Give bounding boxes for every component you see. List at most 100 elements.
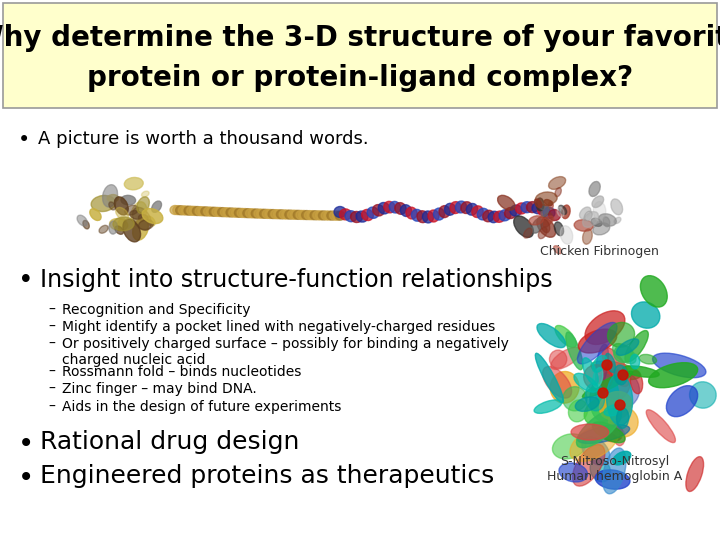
Ellipse shape bbox=[554, 222, 564, 235]
Ellipse shape bbox=[630, 371, 643, 394]
Ellipse shape bbox=[593, 355, 607, 372]
Ellipse shape bbox=[539, 227, 547, 239]
FancyBboxPatch shape bbox=[3, 3, 717, 108]
Ellipse shape bbox=[237, 208, 247, 218]
Ellipse shape bbox=[477, 208, 489, 220]
Ellipse shape bbox=[585, 383, 605, 411]
Text: Or positively charged surface – possibly for binding a negatively
charged nuclei: Or positively charged surface – possibly… bbox=[62, 337, 509, 367]
Ellipse shape bbox=[599, 370, 630, 402]
Ellipse shape bbox=[608, 407, 638, 437]
Ellipse shape bbox=[510, 205, 522, 216]
Text: •: • bbox=[18, 130, 30, 150]
Ellipse shape bbox=[287, 210, 297, 219]
Ellipse shape bbox=[686, 457, 703, 491]
Ellipse shape bbox=[318, 211, 328, 220]
Ellipse shape bbox=[142, 191, 149, 197]
Ellipse shape bbox=[538, 205, 549, 216]
Ellipse shape bbox=[542, 213, 552, 227]
Ellipse shape bbox=[537, 323, 566, 348]
Text: –: – bbox=[48, 337, 55, 351]
Ellipse shape bbox=[243, 208, 253, 218]
Ellipse shape bbox=[176, 206, 186, 215]
Ellipse shape bbox=[544, 200, 552, 206]
Ellipse shape bbox=[99, 225, 108, 233]
Text: Chicken Fibrinogen: Chicken Fibrinogen bbox=[540, 245, 659, 258]
Ellipse shape bbox=[598, 420, 623, 442]
Ellipse shape bbox=[305, 211, 315, 220]
Text: Engineered proteins as therapeutics: Engineered proteins as therapeutics bbox=[40, 464, 494, 488]
Ellipse shape bbox=[290, 210, 300, 219]
Ellipse shape bbox=[603, 217, 610, 227]
Ellipse shape bbox=[330, 211, 340, 220]
Ellipse shape bbox=[254, 209, 264, 218]
Ellipse shape bbox=[433, 208, 444, 220]
Ellipse shape bbox=[602, 360, 612, 370]
Ellipse shape bbox=[535, 353, 563, 403]
Ellipse shape bbox=[598, 214, 616, 226]
Ellipse shape bbox=[623, 366, 660, 377]
Ellipse shape bbox=[593, 368, 603, 387]
Ellipse shape bbox=[630, 354, 639, 369]
Ellipse shape bbox=[327, 211, 337, 220]
Ellipse shape bbox=[505, 207, 516, 219]
Ellipse shape bbox=[543, 367, 572, 398]
Ellipse shape bbox=[324, 211, 334, 220]
Ellipse shape bbox=[77, 215, 87, 226]
Ellipse shape bbox=[361, 210, 374, 220]
Ellipse shape bbox=[532, 202, 544, 214]
Ellipse shape bbox=[574, 220, 593, 231]
Ellipse shape bbox=[109, 221, 117, 234]
Text: –: – bbox=[48, 303, 55, 317]
Ellipse shape bbox=[514, 216, 534, 238]
Ellipse shape bbox=[616, 339, 639, 355]
Ellipse shape bbox=[138, 214, 148, 221]
Ellipse shape bbox=[586, 213, 591, 220]
Ellipse shape bbox=[220, 208, 230, 217]
Ellipse shape bbox=[574, 373, 598, 392]
Ellipse shape bbox=[456, 201, 467, 213]
Text: Rossmann fold – binds nucleotides: Rossmann fold – binds nucleotides bbox=[62, 365, 302, 379]
Ellipse shape bbox=[152, 201, 161, 212]
Ellipse shape bbox=[373, 205, 384, 216]
Ellipse shape bbox=[551, 347, 581, 369]
Ellipse shape bbox=[367, 207, 379, 218]
Ellipse shape bbox=[549, 350, 567, 368]
Ellipse shape bbox=[529, 216, 544, 225]
Ellipse shape bbox=[417, 211, 428, 222]
Ellipse shape bbox=[600, 392, 632, 420]
Text: Rational drug design: Rational drug design bbox=[40, 430, 300, 454]
Ellipse shape bbox=[307, 211, 318, 220]
Ellipse shape bbox=[577, 425, 630, 443]
Ellipse shape bbox=[584, 211, 593, 221]
Ellipse shape bbox=[132, 218, 148, 240]
Ellipse shape bbox=[550, 372, 579, 403]
Ellipse shape bbox=[613, 451, 631, 465]
Ellipse shape bbox=[613, 345, 633, 362]
Ellipse shape bbox=[498, 195, 515, 210]
Ellipse shape bbox=[614, 217, 621, 224]
Ellipse shape bbox=[299, 211, 309, 219]
Ellipse shape bbox=[541, 219, 550, 233]
Ellipse shape bbox=[130, 211, 143, 219]
Ellipse shape bbox=[312, 211, 323, 220]
Ellipse shape bbox=[555, 326, 577, 347]
Ellipse shape bbox=[186, 206, 197, 215]
Ellipse shape bbox=[549, 201, 553, 209]
Ellipse shape bbox=[251, 209, 261, 218]
Ellipse shape bbox=[499, 210, 511, 221]
Ellipse shape bbox=[411, 210, 423, 221]
Ellipse shape bbox=[532, 219, 542, 233]
Ellipse shape bbox=[115, 226, 123, 234]
Ellipse shape bbox=[274, 210, 284, 219]
Ellipse shape bbox=[607, 374, 633, 426]
Ellipse shape bbox=[131, 202, 147, 224]
Ellipse shape bbox=[593, 422, 625, 443]
Ellipse shape bbox=[595, 370, 639, 410]
Ellipse shape bbox=[616, 408, 629, 428]
Ellipse shape bbox=[614, 365, 627, 384]
Ellipse shape bbox=[575, 397, 599, 411]
Ellipse shape bbox=[246, 209, 256, 218]
Ellipse shape bbox=[192, 206, 202, 215]
Ellipse shape bbox=[542, 216, 554, 225]
Ellipse shape bbox=[572, 444, 605, 486]
